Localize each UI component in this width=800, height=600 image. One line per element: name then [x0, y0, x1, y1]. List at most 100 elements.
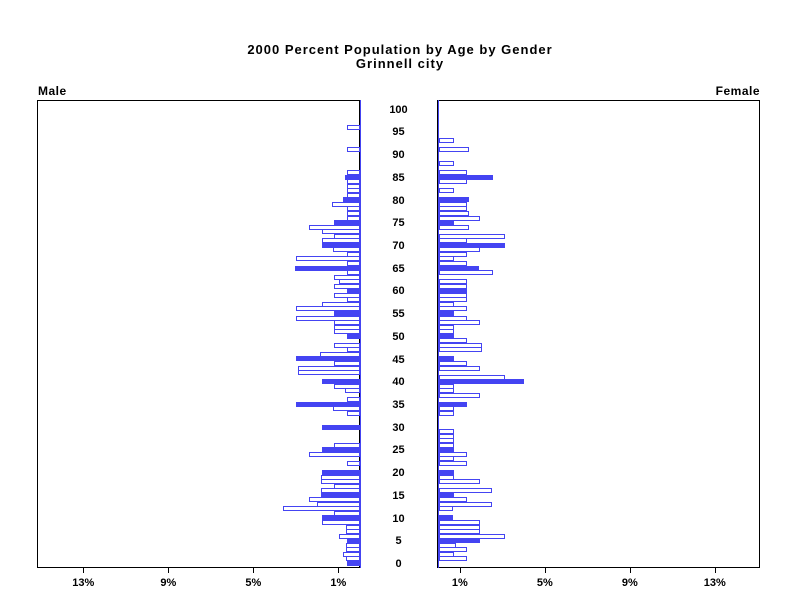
female-bar-age-35	[438, 401, 467, 407]
female-bar-age-71	[438, 238, 467, 244]
female-bar-age-84	[438, 179, 467, 185]
male-bar-age-83	[346, 183, 360, 189]
female-bar-age-16	[438, 488, 492, 494]
male-bar-age-14	[308, 497, 360, 503]
female-pct-tick-label-5: 5%	[536, 577, 553, 589]
female-bar-age-47	[438, 347, 482, 353]
female-bar-age-53	[438, 320, 480, 325]
male-pct-tick-label-5: 5%	[245, 577, 262, 589]
male-bar-age-6	[338, 533, 360, 539]
male-panel	[37, 100, 360, 568]
male-bar-age-82	[346, 188, 360, 194]
female-bar-age-39	[438, 383, 454, 389]
male-bar-age-86	[346, 170, 360, 176]
male-bar-age-8	[345, 524, 360, 530]
female-bar-age-4	[438, 542, 456, 548]
female-bar-age-54	[438, 315, 467, 321]
male-bar-age-53	[333, 320, 360, 325]
male-bar-age-48	[333, 342, 360, 348]
age-axis-label-45: 45	[392, 353, 405, 366]
female-bar-age-57	[438, 301, 454, 307]
female-bar-age-79	[438, 201, 467, 207]
male-bar-age-20	[321, 469, 360, 475]
male-bar-age-63	[333, 274, 360, 280]
male-bar-age-81	[346, 192, 360, 198]
male-bar-age-76	[346, 215, 360, 221]
male-panel-label: Male	[38, 84, 67, 98]
male-bar-age-10	[321, 515, 360, 521]
female-bar-age-80	[438, 197, 469, 203]
male-bar-age-55	[333, 310, 360, 316]
female-bar-age-65	[438, 265, 479, 271]
female-bar-age-61	[438, 283, 467, 289]
female-bar-age-38	[438, 388, 454, 394]
female-bar-age-6	[438, 533, 505, 539]
female-bar-age-24	[438, 451, 467, 457]
female-bar-age-76	[438, 215, 480, 221]
female-pct-tick-1	[459, 568, 461, 573]
female-bar-age-88	[438, 161, 454, 166]
female-bar-age-78	[438, 206, 467, 212]
female-bar-age-72	[438, 233, 505, 239]
male-bar-age-59	[333, 292, 360, 298]
male-bar-age-35	[295, 401, 360, 407]
male-bar-age-30	[321, 424, 360, 430]
male-bar-age-26	[333, 442, 360, 448]
male-bar-age-52	[333, 324, 360, 330]
female-bar-age-27	[438, 438, 454, 444]
male-bar-age-96	[346, 124, 360, 130]
female-bar-age-48	[438, 342, 482, 348]
male-bar-age-4	[345, 542, 360, 548]
female-bar-age-62	[438, 279, 467, 285]
female-bar-age-69	[438, 247, 480, 253]
age-axis-label-0: 0	[395, 558, 402, 570]
male-pct-tick-5	[253, 568, 255, 573]
male-bar-age-75	[333, 220, 360, 226]
age-axis-label-30: 30	[392, 421, 405, 434]
age-axis-label-60: 60	[392, 285, 405, 298]
male-bar-age-56	[295, 306, 360, 312]
male-bar-age-2	[342, 551, 360, 557]
male-bar-age-9	[321, 519, 360, 525]
female-bar-age-52	[438, 324, 454, 330]
age-axis-label-55: 55	[392, 308, 405, 321]
female-panel-label: Female	[715, 84, 760, 98]
male-bar-age-16	[320, 488, 360, 494]
age-axis-label-95: 95	[392, 126, 405, 139]
male-pct-tick-label-13: 13%	[72, 577, 95, 589]
female-bar-age-59	[438, 292, 467, 298]
age-axis-label-20: 20	[392, 467, 405, 480]
male-bar-age-38	[344, 388, 360, 394]
female-bar-age-15	[438, 492, 454, 498]
female-bar-age-91	[438, 147, 469, 153]
chart-title: 2000 Percent Population by Age by Gender	[247, 42, 553, 57]
male-pct-tick-label-1: 1%	[330, 577, 347, 589]
male-pct-tick-9	[168, 568, 170, 573]
male-bar-age-33	[346, 410, 360, 416]
female-bar-age-85	[438, 174, 493, 180]
male-bar-age-12	[282, 506, 360, 512]
male-bar-age-7	[345, 529, 360, 534]
male-bar-age-71	[321, 238, 360, 244]
male-bar-age-45	[295, 356, 360, 362]
age-axis-label-50: 50	[392, 330, 405, 343]
male-bar-age-78	[346, 206, 360, 212]
male-bar-age-62	[338, 279, 360, 285]
male-bar-age-66	[346, 261, 360, 266]
female-bar-age-49	[438, 338, 467, 344]
female-bar-age-58	[438, 297, 467, 303]
female-bar-age-28	[438, 433, 454, 439]
female-bar-age-29	[438, 429, 454, 435]
male-bar-age-25	[321, 447, 360, 453]
female-bar-age-75	[438, 220, 454, 226]
female-bar-age-7	[438, 529, 480, 534]
male-bar-age-11	[333, 510, 360, 516]
male-bar-age-67	[295, 256, 360, 262]
male-bar-age-22	[346, 460, 360, 466]
female-bar-age-86	[438, 170, 467, 176]
male-bar-age-46	[319, 351, 360, 357]
female-bar-age-41	[438, 374, 505, 380]
female-pct-tick-13	[714, 568, 716, 573]
male-bar-age-17	[333, 483, 360, 489]
